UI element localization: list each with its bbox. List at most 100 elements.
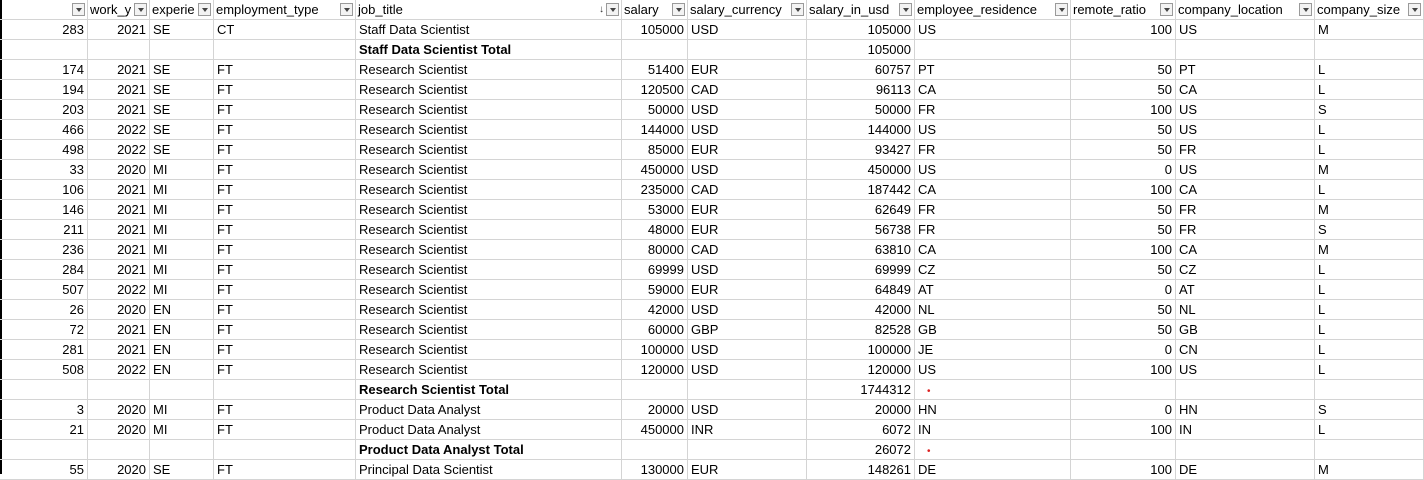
- cell-company-size[interactable]: L: [1315, 320, 1424, 339]
- cell-company-location[interactable]: [1176, 40, 1315, 59]
- cell-employee-residence[interactable]: JE: [915, 340, 1071, 359]
- cell-salary-currency[interactable]: [688, 440, 807, 459]
- cell-employment-type[interactable]: [214, 380, 356, 399]
- cell-company-location[interactable]: CA: [1176, 180, 1315, 199]
- cell-salary-in-usd[interactable]: 187442: [807, 180, 915, 199]
- cell-job-title[interactable]: Principal Data Scientist: [356, 460, 622, 479]
- cell-salary[interactable]: [622, 440, 688, 459]
- cell-salary-currency[interactable]: USD: [688, 260, 807, 279]
- cell-job-title[interactable]: Research Scientist: [356, 80, 622, 99]
- cell-remote-ratio[interactable]: 0: [1071, 340, 1176, 359]
- cell-salary[interactable]: 60000: [622, 320, 688, 339]
- cell-job-title[interactable]: Research Scientist: [356, 200, 622, 219]
- cell-salary[interactable]: 105000: [622, 20, 688, 39]
- cell-work-year[interactable]: 2022: [88, 280, 150, 299]
- cell-salary[interactable]: 235000: [622, 180, 688, 199]
- cell-work-year[interactable]: 2021: [88, 180, 150, 199]
- cell-experience[interactable]: SE: [150, 100, 214, 119]
- cell-experience[interactable]: EN: [150, 300, 214, 319]
- cell-salary-in-usd[interactable]: 56738: [807, 220, 915, 239]
- cell-salary-in-usd[interactable]: 63810: [807, 240, 915, 259]
- cell-job-title[interactable]: Research Scientist: [356, 340, 622, 359]
- cell-salary-in-usd[interactable]: 26072: [807, 440, 915, 459]
- cell-job-title[interactable]: Research Scientist: [356, 240, 622, 259]
- cell-employee-residence[interactable]: CA: [915, 180, 1071, 199]
- cell-company-size[interactable]: L: [1315, 260, 1424, 279]
- cell-employee-residence[interactable]: FR: [915, 100, 1071, 119]
- cell-employment-type[interactable]: FT: [214, 140, 356, 159]
- cell-salary-currency[interactable]: CAD: [688, 80, 807, 99]
- cell-row-id[interactable]: 236: [0, 240, 88, 259]
- cell-employment-type[interactable]: FT: [214, 340, 356, 359]
- cell-job-title[interactable]: Research Scientist: [356, 220, 622, 239]
- cell-row-id[interactable]: 498: [0, 140, 88, 159]
- cell-remote-ratio[interactable]: 50: [1071, 120, 1176, 139]
- cell-company-location[interactable]: AT: [1176, 280, 1315, 299]
- cell-experience[interactable]: SE: [150, 80, 214, 99]
- cell-employee-residence[interactable]: HN: [915, 400, 1071, 419]
- cell-row-id[interactable]: 284: [0, 260, 88, 279]
- cell-remote-ratio[interactable]: 50: [1071, 80, 1176, 99]
- cell-remote-ratio[interactable]: [1071, 440, 1176, 459]
- cell-remote-ratio[interactable]: 100: [1071, 460, 1176, 479]
- cell-row-id[interactable]: 211: [0, 220, 88, 239]
- cell-row-id[interactable]: 281: [0, 340, 88, 359]
- cell-salary-currency[interactable]: [688, 380, 807, 399]
- cell-company-location[interactable]: NL: [1176, 300, 1315, 319]
- cell-employment-type[interactable]: FT: [214, 80, 356, 99]
- cell-employment-type[interactable]: FT: [214, 360, 356, 379]
- cell-experience[interactable]: EN: [150, 340, 214, 359]
- cell-salary-in-usd[interactable]: 82528: [807, 320, 915, 339]
- cell-row-id[interactable]: 146: [0, 200, 88, 219]
- cell-salary-in-usd[interactable]: 148261: [807, 460, 915, 479]
- cell-experience[interactable]: MI: [150, 180, 214, 199]
- filter-dropdown-icon[interactable]: [198, 3, 211, 16]
- cell-remote-ratio[interactable]: 100: [1071, 420, 1176, 439]
- cell-employee-residence[interactable]: US: [915, 120, 1071, 139]
- cell-row-id[interactable]: 21: [0, 420, 88, 439]
- cell-salary-in-usd[interactable]: 105000: [807, 40, 915, 59]
- filter-dropdown-icon[interactable]: [1408, 3, 1421, 16]
- cell-salary-currency[interactable]: USD: [688, 160, 807, 179]
- cell-salary[interactable]: 42000: [622, 300, 688, 319]
- filter-dropdown-icon[interactable]: [672, 3, 685, 16]
- cell-work-year[interactable]: 2021: [88, 20, 150, 39]
- cell-experience[interactable]: MI: [150, 160, 214, 179]
- cell-company-location[interactable]: CN: [1176, 340, 1315, 359]
- cell-salary-currency[interactable]: USD: [688, 100, 807, 119]
- cell-experience[interactable]: [150, 40, 214, 59]
- cell-row-id[interactable]: 466: [0, 120, 88, 139]
- cell-remote-ratio[interactable]: 100: [1071, 360, 1176, 379]
- cell-work-year[interactable]: 2021: [88, 320, 150, 339]
- cell-company-location[interactable]: CA: [1176, 80, 1315, 99]
- cell-company-location[interactable]: US: [1176, 100, 1315, 119]
- cell-company-location[interactable]: HN: [1176, 400, 1315, 419]
- cell-company-location[interactable]: DE: [1176, 460, 1315, 479]
- cell-remote-ratio[interactable]: 100: [1071, 20, 1176, 39]
- cell-work-year[interactable]: 2021: [88, 240, 150, 259]
- cell-company-size[interactable]: L: [1315, 280, 1424, 299]
- cell-company-size[interactable]: L: [1315, 180, 1424, 199]
- cell-remote-ratio[interactable]: [1071, 40, 1176, 59]
- cell-experience[interactable]: MI: [150, 240, 214, 259]
- filter-dropdown-icon[interactable]: [899, 3, 912, 16]
- cell-salary-currency[interactable]: EUR: [688, 140, 807, 159]
- cell-row-id[interactable]: 507: [0, 280, 88, 299]
- cell-salary[interactable]: 144000: [622, 120, 688, 139]
- filter-dropdown-icon[interactable]: [1160, 3, 1173, 16]
- cell-work-year[interactable]: 2020: [88, 460, 150, 479]
- cell-company-location[interactable]: FR: [1176, 220, 1315, 239]
- cell-company-location[interactable]: FR: [1176, 200, 1315, 219]
- cell-company-location[interactable]: FR: [1176, 140, 1315, 159]
- cell-experience[interactable]: MI: [150, 220, 214, 239]
- header-employment-type[interactable]: employment_type: [214, 0, 356, 19]
- cell-company-location[interactable]: US: [1176, 120, 1315, 139]
- header-company-size[interactable]: company_size: [1315, 0, 1424, 19]
- header-job-title[interactable]: job_title ↓: [356, 0, 622, 19]
- cell-experience[interactable]: [150, 440, 214, 459]
- cell-salary-in-usd[interactable]: 450000: [807, 160, 915, 179]
- cell-salary[interactable]: 59000: [622, 280, 688, 299]
- cell-experience[interactable]: [150, 380, 214, 399]
- cell-remote-ratio[interactable]: 50: [1071, 200, 1176, 219]
- filter-dropdown-icon[interactable]: [134, 3, 147, 16]
